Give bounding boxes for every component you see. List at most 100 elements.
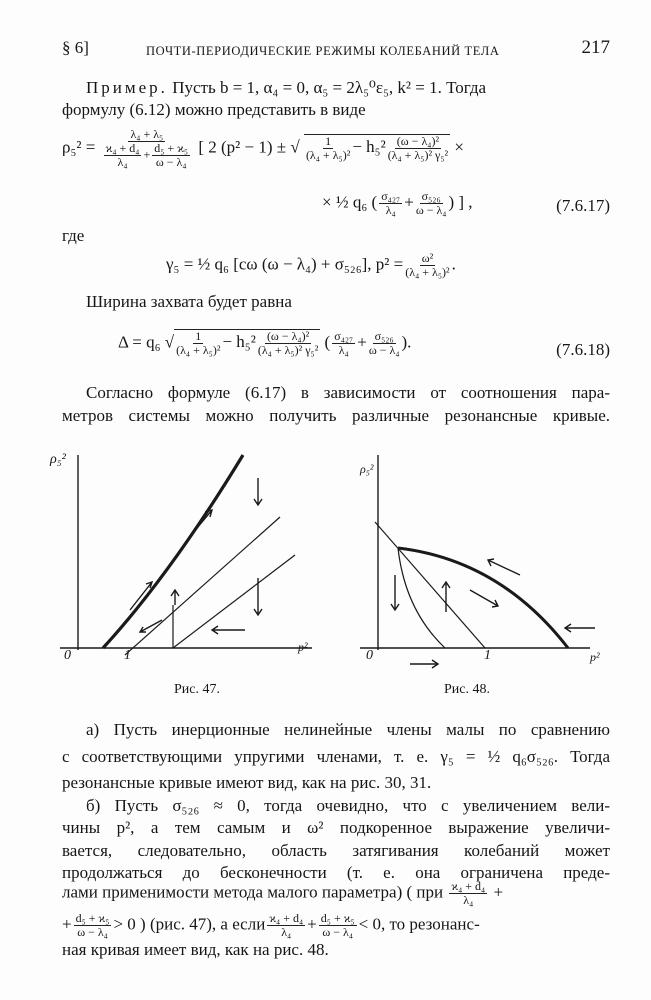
- eq-part: ) ] ,: [448, 192, 473, 212]
- eq-part: .: [451, 254, 456, 274]
- fig47-caption: Рис. 47.: [174, 682, 220, 697]
- frac-num: (ω − λ₄)²: [394, 134, 442, 149]
- frac-num: σ₅₂₆: [419, 189, 443, 204]
- fig47-y-label: ρ₅²: [50, 452, 66, 467]
- eq-part: γ₅ = ½ q₆ [cω (ω − λ₄) + σ₅₂₆], p² =: [166, 254, 404, 274]
- frac-den: ω − λ₄: [415, 203, 447, 217]
- equation-7-6-17-line1: ρ₅² = λ₄ + λ₅ ϰ₄ + d₄ λ₄ + d₅ + ϰ₅ ω − λ₄ [ 2…: [62, 128, 464, 169]
- fig48-caption: Рис. 48.: [444, 682, 490, 697]
- frac-den: ω − λ₄: [322, 925, 354, 939]
- text: +: [62, 914, 72, 934]
- running-header: § 6] ПОЧТИ-ПЕРИОДИЧЕСКИЕ РЕЖИМЫ КОЛЕБАНИ…: [62, 37, 611, 59]
- arrow-icon: [170, 588, 180, 605]
- text: лами применимости метода малого параметр…: [62, 882, 444, 902]
- frac-den: (λ₄ + λ₅)²: [405, 265, 450, 279]
- fig48-x-label: p²: [590, 650, 600, 664]
- radicand: 1 (λ₄ + λ₅)² − h₅² (ω − λ₄)² (λ₄ + λ₅)² γ₅²: [174, 329, 321, 357]
- para-line-with-fraction: + d₅ + ϰ₅ ω − λ₄ > 0 ) (рис. 47), а если ϰ₄ …: [62, 912, 610, 939]
- arrow-icon: [486, 558, 521, 576]
- arrow-icon: [563, 623, 595, 633]
- frac-num: (ω − λ₄)²: [264, 329, 312, 344]
- text: > 0 ) (рис. 47), а если: [113, 914, 266, 934]
- frac-num: d₅ + ϰ₅: [318, 911, 357, 926]
- times-sign: ×: [454, 137, 464, 157]
- eq-lhs: ρ₅² =: [62, 137, 96, 157]
- para-line: а) Пусть инерционные нелинейные члены ма…: [86, 720, 610, 739]
- example-label: Пример.: [86, 78, 168, 97]
- thick-resonance-curve: [101, 454, 245, 650]
- frac-den: (λ₄ + λ₅)²: [176, 343, 221, 357]
- figure-47: [60, 454, 312, 656]
- frac-den: λ₄: [385, 203, 396, 217]
- para-line: ная кривая имеет вид, как на рис. 48.: [62, 940, 329, 959]
- equation-number: (7.6.17): [556, 196, 610, 215]
- para-line: б) Пусть σ₅₂₆ ≈ 0, тогда очевидно, что с…: [86, 796, 610, 815]
- fig48-y-label: ρ₅²: [360, 462, 374, 476]
- frac-den: λ₄: [338, 343, 349, 357]
- frac-num: ϰ₄ + d₄: [267, 911, 306, 926]
- arrow-icon: [441, 580, 451, 612]
- minus-term: − h₅²: [222, 332, 256, 352]
- arrow-icon: [129, 580, 154, 611]
- frac-num: d₅ + ϰ₅: [152, 141, 191, 156]
- frac-den: ω − λ₄: [368, 343, 400, 357]
- radicand: 1 (λ₄ + λ₅)² − h₅² (ω − λ₄)² (λ₄ + λ₅)² γ₅²: [303, 134, 451, 162]
- frac-den: (λ₄ + λ₅)² γ₅²: [257, 343, 319, 357]
- frac-num: ϰ₄ + d₄: [103, 141, 142, 156]
- intro-text: Пусть b = 1, α₄ = 0, α₅ = 2λ₅⁰ε₅, k² = 1…: [172, 78, 487, 97]
- numerator: λ₄ + λ₅: [128, 127, 166, 142]
- frac-den: λ₄: [117, 155, 128, 169]
- frac-num: σ₅₂₆: [372, 329, 396, 344]
- thin-line: [374, 521, 486, 649]
- fig47-tick: 1: [124, 648, 131, 663]
- para-line: вается, следовательно, область затягиван…: [62, 841, 610, 860]
- para-line: чины p², а тем самым и ω² подкоренное вы…: [62, 818, 610, 837]
- eq-part: Δ = q₆ √: [118, 332, 175, 352]
- arrow-icon: [390, 575, 400, 612]
- arrow-icon: [253, 578, 263, 617]
- arrow-icon: [138, 619, 163, 633]
- frac-den: λ₄: [281, 925, 292, 939]
- thin-line: [172, 554, 296, 649]
- frac-den: ω − λ₄: [155, 155, 187, 169]
- para-line-with-fraction: лами применимости метода малого параметр…: [62, 880, 610, 907]
- frac-num: 1: [193, 329, 204, 344]
- frac-num: ϰ₄ + d₄: [449, 879, 488, 894]
- equation-7-6-18: Δ = q₆ √ 1 (λ₄ + λ₅)² − h₅² (ω − λ₄)² (λ₄ + λ…: [118, 329, 412, 357]
- thin-line: [124, 516, 281, 656]
- arrow-icon: [469, 589, 500, 608]
- para-line: Согласно формуле (6.17) в зависимости от…: [86, 383, 610, 402]
- bracket-term: [ 2 (p² − 1) ± √: [198, 137, 300, 157]
- chapter-title: ПОЧТИ-ПЕРИОДИЧЕСКИЕ РЕЖИМЫ КОЛЕБАНИЙ ТЕЛ…: [146, 44, 500, 58]
- main-fraction: λ₄ + λ₅ ϰ₄ + d₄ λ₄ + d₅ + ϰ₅ ω − λ₄: [103, 127, 191, 169]
- frac-den: (λ₄ + λ₅)²: [305, 148, 351, 162]
- arrow-icon: [410, 659, 440, 669]
- where-word: где: [62, 226, 85, 245]
- eq-part: × ½ q₆ (: [322, 192, 378, 212]
- frac-num: d₅ + ϰ₅: [73, 911, 112, 926]
- frac-den: (λ₄ + λ₅)² γ₅²: [387, 148, 449, 162]
- fig47-x-label: p²: [298, 640, 308, 654]
- arrow-icon: [186, 508, 214, 541]
- intro-line-2: формулу (6.12) можно представить в виде: [62, 100, 366, 119]
- intro-line-1: Пример. Пусть b = 1, α₄ = 0, α₅ = 2λ₅⁰ε₅…: [86, 78, 610, 98]
- equation-7-6-17-line2: × ½ q₆ (σ₄₂₇ λ₄ + σ₅₂₆ ω − λ₄) ] ,: [322, 189, 473, 217]
- figure-48: [360, 455, 595, 669]
- thin-curve: [397, 547, 446, 649]
- para-line: продолжаться до бесконечности (т. е. она…: [62, 863, 610, 882]
- fig48-tick: 1: [484, 648, 491, 663]
- frac-num: 1: [323, 134, 334, 149]
- width-text: Ширина захвата будет равна: [86, 292, 292, 311]
- frac-den: ω − λ₄: [77, 925, 108, 939]
- section-number: § 6]: [62, 38, 89, 57]
- page-number: 217: [581, 37, 611, 58]
- equation-gamma: γ₅ = ½ q₆ [cω (ω − λ₄) + σ₅₂₆], p² = ω² (λ…: [166, 252, 456, 279]
- frac-den: λ₄: [463, 893, 474, 907]
- minus-term: − h₅²: [352, 137, 386, 157]
- text: +: [307, 914, 317, 934]
- equation-number: (7.6.18): [556, 340, 610, 359]
- fig47-origin: 0: [64, 648, 71, 663]
- fig48-origin: 0: [366, 648, 373, 663]
